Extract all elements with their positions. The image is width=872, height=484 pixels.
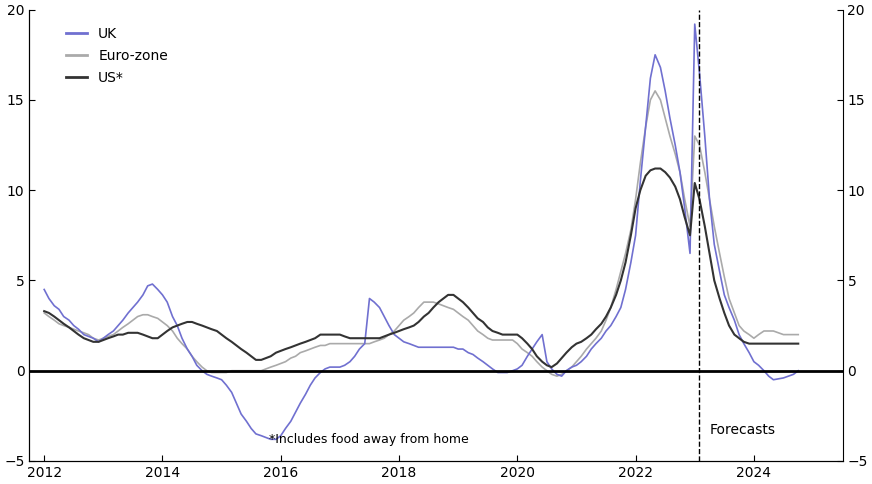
UK bbox=[300, 391, 310, 397]
US* bbox=[64, 324, 74, 330]
US* bbox=[227, 339, 237, 345]
UK bbox=[542, 359, 552, 364]
UK bbox=[227, 390, 237, 395]
US* bbox=[547, 364, 557, 370]
Euro-zone bbox=[650, 88, 660, 94]
Text: Forecasts: Forecasts bbox=[710, 423, 775, 437]
Euro-zone bbox=[39, 310, 50, 316]
US* bbox=[522, 341, 533, 347]
US* bbox=[793, 341, 803, 347]
Line: US*: US* bbox=[44, 168, 798, 367]
Euro-zone bbox=[153, 316, 163, 321]
UK bbox=[39, 287, 50, 292]
Euro-zone bbox=[227, 368, 237, 374]
US* bbox=[39, 308, 50, 314]
Euro-zone bbox=[64, 324, 74, 330]
Euro-zone bbox=[537, 364, 548, 370]
UK bbox=[527, 346, 537, 352]
UK bbox=[64, 317, 74, 323]
Text: *Includes food away from home: *Includes food away from home bbox=[269, 433, 468, 446]
UK bbox=[265, 437, 276, 442]
Euro-zone bbox=[522, 350, 533, 356]
US* bbox=[153, 335, 163, 341]
UK bbox=[690, 21, 700, 27]
Line: Euro-zone: Euro-zone bbox=[44, 91, 798, 376]
Euro-zone bbox=[295, 350, 305, 356]
Line: UK: UK bbox=[44, 24, 798, 439]
Legend: UK, Euro-zone, US*: UK, Euro-zone, US* bbox=[61, 21, 174, 91]
UK bbox=[153, 287, 163, 292]
Euro-zone bbox=[552, 373, 562, 379]
US* bbox=[650, 166, 660, 171]
Euro-zone bbox=[793, 332, 803, 337]
UK bbox=[793, 368, 803, 374]
US* bbox=[537, 359, 548, 364]
US* bbox=[295, 341, 305, 347]
